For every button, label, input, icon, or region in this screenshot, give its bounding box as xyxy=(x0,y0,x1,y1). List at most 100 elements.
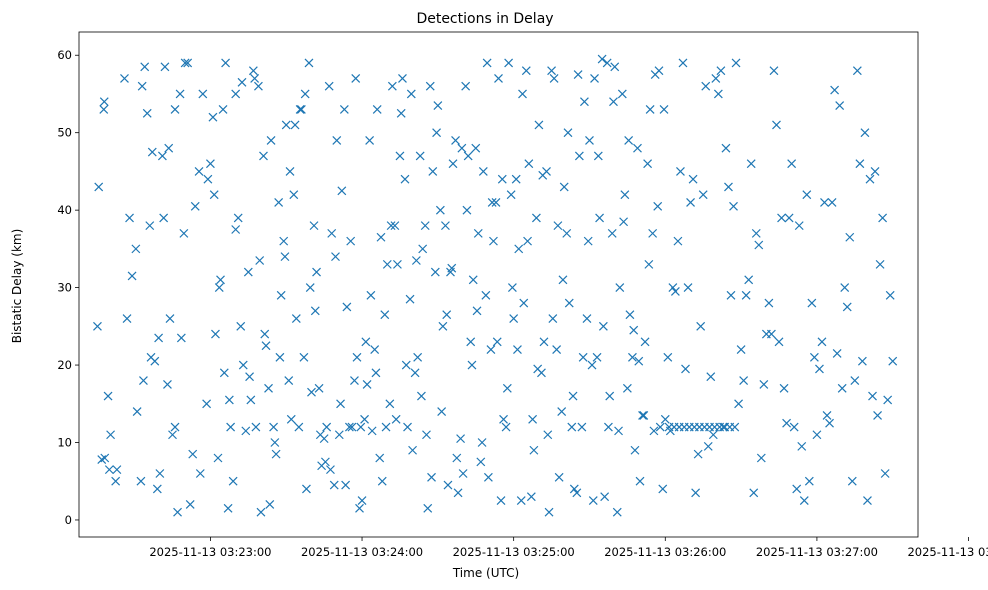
data-point xyxy=(756,453,766,463)
data-point xyxy=(659,105,669,114)
data-point xyxy=(346,236,356,246)
data-point xyxy=(585,136,594,145)
data-point xyxy=(635,476,645,486)
data-point xyxy=(668,283,678,293)
data-point xyxy=(489,236,498,246)
data-point xyxy=(213,453,223,463)
data-point xyxy=(405,294,415,304)
data-point xyxy=(822,410,832,420)
data-point xyxy=(698,190,708,200)
data-point xyxy=(492,337,502,347)
data-point xyxy=(152,484,162,494)
data-point xyxy=(175,89,185,99)
data-point xyxy=(842,302,852,312)
data-point xyxy=(265,500,275,509)
data-point xyxy=(774,337,784,347)
data-point xyxy=(337,186,347,196)
data-point xyxy=(387,81,397,91)
data-point xyxy=(202,399,212,409)
data-point xyxy=(441,221,450,231)
data-point xyxy=(99,97,109,107)
data-point xyxy=(764,298,774,308)
data-point xyxy=(179,228,189,238)
data-point xyxy=(772,120,781,130)
data-point xyxy=(472,306,482,316)
data-point xyxy=(598,321,608,331)
data-point xyxy=(759,379,769,389)
data-point xyxy=(562,228,572,238)
data-point xyxy=(678,58,688,68)
data-point xyxy=(815,364,824,374)
data-point xyxy=(281,120,291,130)
data-point xyxy=(473,228,483,238)
data-point xyxy=(365,136,375,145)
data-point xyxy=(654,66,664,76)
data-point xyxy=(483,472,493,482)
data-point xyxy=(320,457,330,467)
data-point xyxy=(526,492,536,502)
data-point xyxy=(558,275,568,285)
data-point xyxy=(366,290,376,300)
data-point xyxy=(693,449,703,459)
data-point xyxy=(381,422,391,432)
data-point xyxy=(787,159,797,169)
data-point xyxy=(809,352,819,362)
data-point xyxy=(231,89,241,99)
data-point xyxy=(170,105,180,114)
data-point xyxy=(779,383,789,393)
data-point xyxy=(730,422,740,432)
data-point xyxy=(295,105,305,114)
data-point xyxy=(372,105,382,114)
data-point xyxy=(425,81,435,91)
data-point xyxy=(294,422,304,432)
data-point xyxy=(168,430,177,440)
data-point xyxy=(524,159,534,169)
data-point xyxy=(415,151,425,161)
data-point xyxy=(238,360,248,370)
data-point xyxy=(543,430,553,440)
data-point xyxy=(221,58,230,68)
data-point xyxy=(395,151,405,161)
data-point xyxy=(777,213,786,223)
data-point xyxy=(701,81,711,91)
data-point xyxy=(154,333,164,343)
data-point xyxy=(392,259,402,269)
x-tick-label: 2025-11-13 03:27:00 xyxy=(756,545,878,559)
data-point xyxy=(180,58,190,68)
data-point xyxy=(518,89,527,99)
data-point xyxy=(734,399,743,409)
data-point xyxy=(435,205,445,215)
data-point xyxy=(721,143,731,153)
data-point xyxy=(457,143,467,153)
data-point xyxy=(559,182,569,192)
data-point xyxy=(226,422,236,432)
data-point xyxy=(408,445,418,455)
data-point xyxy=(271,449,281,459)
data-point xyxy=(529,445,539,455)
data-point xyxy=(160,62,170,72)
data-point xyxy=(159,213,169,223)
data-point xyxy=(185,500,195,509)
y-tick-label: 60 xyxy=(57,48,72,62)
axes-frame xyxy=(78,31,919,538)
data-point xyxy=(104,465,114,475)
data-point xyxy=(564,298,574,308)
data-point xyxy=(708,430,718,440)
data-point xyxy=(422,430,431,440)
data-point xyxy=(451,136,460,145)
data-point xyxy=(563,128,573,138)
data-point xyxy=(817,337,827,347)
data-point xyxy=(209,190,219,200)
data-point xyxy=(362,379,372,389)
data-point xyxy=(310,306,320,316)
y-tick-label: 10 xyxy=(57,436,72,450)
data-point xyxy=(578,352,588,362)
data-point xyxy=(593,151,603,161)
data-point xyxy=(878,213,888,223)
data-point xyxy=(391,414,401,424)
data-point xyxy=(270,438,280,447)
data-point xyxy=(386,221,396,231)
data-point xyxy=(885,290,895,300)
data-point xyxy=(557,407,567,416)
